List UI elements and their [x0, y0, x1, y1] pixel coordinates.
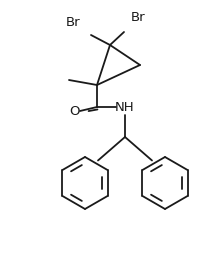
- Text: NH: NH: [115, 101, 135, 114]
- Text: Br: Br: [131, 10, 145, 23]
- Text: O: O: [70, 105, 80, 118]
- Text: Br: Br: [66, 16, 80, 29]
